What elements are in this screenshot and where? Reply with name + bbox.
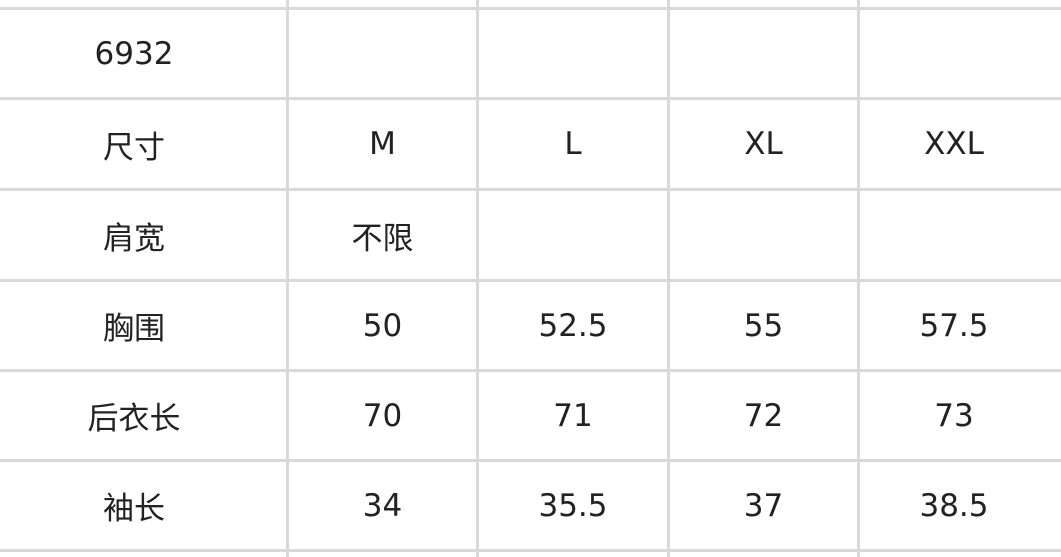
table-cell: 72 [743,397,784,434]
table-cell: 70 [362,397,403,434]
grid-line [0,459,1061,462]
table-cell: 35.5 [538,487,608,524]
table-cell: 55 [743,307,784,344]
table-cell: L [564,126,582,162]
table-cell: 尺寸 [103,129,165,166]
table-cell [860,191,1048,279]
table-cell: 52.5 [538,307,608,344]
table-cell: 不限 [351,220,414,257]
table-cell [670,191,857,279]
table-cell [289,10,476,97]
table-cell: 71 [553,397,593,434]
grid-line [667,0,670,557]
table-cell [479,10,667,97]
grid-line [0,279,1061,282]
table-cell: 肩宽 [103,220,165,257]
grid-line [0,369,1061,372]
grid-line [0,549,1061,552]
table-cell: 38.5 [919,487,989,524]
table-cell: XXL [924,126,984,162]
table-cell: 袖长 [103,491,165,527]
table-cell: M [369,126,396,162]
table-cell: 胸围 [103,311,165,347]
grid-line [0,7,1061,10]
grid-line [286,0,289,557]
table-cell [479,191,667,279]
grid-line [857,0,860,557]
table-cell: XL [744,126,783,162]
table-cell: 后衣长 [87,401,181,437]
table-cell: 37 [743,487,784,524]
table-cell: 34 [362,487,403,524]
grid-line [0,188,1061,191]
table-cell: 73 [934,397,974,434]
table-cell [860,10,1048,97]
table-cell [670,10,857,97]
grid-line [0,97,1061,100]
table-cell: 6932 [94,35,174,72]
table-cell: 50 [362,307,403,344]
table-cell: 57.5 [919,307,989,344]
grid-line [476,0,479,557]
